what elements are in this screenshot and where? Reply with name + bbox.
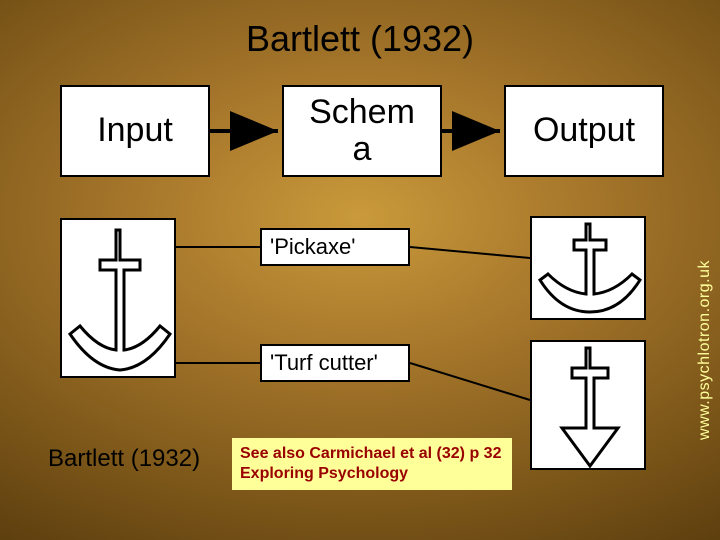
see-also-note: See also Carmichael et al (32) p 32 Expl… <box>232 438 512 490</box>
see-also-text: See also Carmichael et al (32) p 32 Expl… <box>240 445 501 482</box>
conn-pickaxe-out1 <box>410 247 530 258</box>
citation: Bartlett (1932) <box>48 445 208 473</box>
citation-text: Bartlett (1932) <box>48 445 200 472</box>
conn-turf-out2 <box>410 363 530 400</box>
credit-url: www.psychlotron.org.uk <box>696 260 714 440</box>
